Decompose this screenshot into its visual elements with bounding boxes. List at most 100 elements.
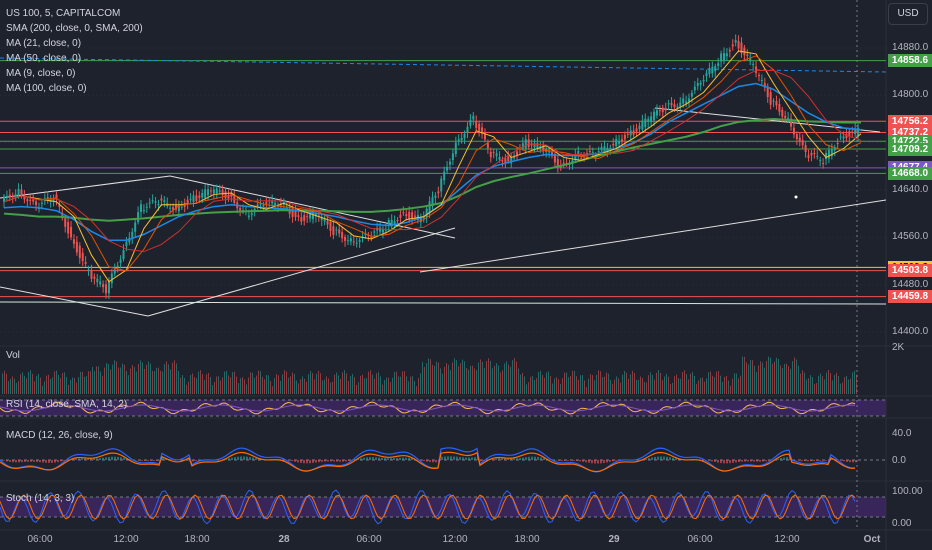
volume-bar: [556, 377, 557, 394]
volume-bar: [686, 373, 687, 394]
candle-body: [702, 79, 705, 82]
volume-bar: [758, 365, 759, 394]
volume-bar: [756, 372, 757, 394]
volume-bar: [342, 372, 343, 394]
candle-body: [705, 72, 708, 77]
macd-hist-bar: [501, 458, 503, 460]
indicator-ma9[interactable]: MA (9, close, 0): [6, 68, 76, 79]
volume-bar: [202, 374, 203, 394]
macd-hist-bar: [741, 460, 743, 462]
currency-button[interactable]: USD: [888, 3, 928, 25]
candle-body: [475, 121, 478, 128]
candle-body: [419, 216, 422, 223]
candle-body: [341, 232, 344, 239]
candle-body: [481, 127, 484, 134]
candle-body: [510, 157, 513, 164]
volume-bar: [432, 364, 433, 394]
volume-bar: [746, 362, 747, 394]
indicator-ma50[interactable]: MA (50, close, 0): [6, 53, 82, 64]
macd-hist-bar: [672, 457, 674, 460]
macd-hist-bar: [306, 460, 308, 464]
macd-hist-bar: [147, 460, 149, 461]
candle-body: [655, 110, 658, 116]
volume-bar: [434, 365, 435, 394]
volume-bar: [672, 382, 673, 394]
candle-body: [326, 220, 329, 225]
indicator-ma100[interactable]: MA (100, close, 0): [6, 83, 87, 94]
volume-bar: [462, 359, 463, 394]
candle-body: [174, 204, 177, 210]
price-level-tag: 14503.8: [888, 264, 932, 278]
macd-hist-bar: [396, 457, 398, 460]
volume-bar: [728, 380, 729, 394]
candle-body: [145, 206, 148, 208]
macd-hist-bar: [657, 456, 659, 460]
volume-bar: [188, 381, 189, 394]
macd-hist-bar: [471, 457, 473, 460]
candle-body: [641, 120, 644, 130]
candle-body: [209, 190, 212, 192]
indicator-ma21[interactable]: MA (21, close, 0): [6, 38, 82, 49]
volume-bar: [682, 372, 683, 394]
volume-bar: [134, 367, 135, 394]
volume-bar: [42, 385, 43, 394]
macd-hist-bar: [666, 456, 668, 460]
volume-bar: [78, 377, 79, 394]
volume-bar: [694, 375, 695, 394]
candle-body: [323, 219, 326, 222]
candle-body: [728, 49, 731, 52]
macd-hist-bar: [564, 460, 566, 461]
volume-bar: [588, 378, 589, 394]
macd-hist-bar: [426, 460, 428, 462]
volume-bar: [368, 371, 369, 394]
macd-hist-bar: [255, 458, 257, 460]
volume-bar: [242, 377, 243, 394]
macd-hist-bar: [507, 458, 509, 460]
volume-bar: [730, 385, 731, 394]
volume-bar: [796, 359, 797, 394]
candle-body: [551, 152, 554, 157]
volume-bar: [510, 366, 511, 394]
volume-bar: [358, 382, 359, 394]
candle-body: [440, 178, 443, 192]
volume-bar: [484, 368, 485, 394]
candle-body: [274, 202, 277, 207]
volume-bar: [524, 376, 525, 394]
candle-body: [373, 231, 376, 233]
candle-body: [291, 208, 294, 217]
volume-bar: [528, 382, 529, 394]
volume-bar: [450, 370, 451, 394]
trend-line-3: [147, 227, 456, 317]
candle-body: [151, 200, 154, 202]
candle-body: [172, 207, 175, 211]
volume-bar: [624, 370, 625, 394]
volume-bar: [228, 375, 229, 394]
volume-bar: [852, 372, 853, 394]
volume-bar: [790, 368, 791, 394]
volume-bar: [542, 375, 543, 394]
volume-bar: [332, 381, 333, 394]
volume-bar: [62, 372, 63, 394]
volume-bar: [10, 379, 11, 394]
volume-bar: [36, 375, 37, 394]
trend-line-5: [0, 301, 887, 305]
candle-body: [603, 146, 606, 152]
volume-bar: [254, 377, 255, 394]
candle-body: [845, 134, 848, 139]
candle-body: [134, 222, 137, 232]
macd-hist-bar: [531, 456, 533, 460]
macd-hist-bar: [732, 460, 734, 463]
candle-body: [775, 101, 778, 106]
volume-bar: [418, 378, 419, 394]
candle-body: [667, 103, 670, 105]
volume-bar: [30, 370, 31, 394]
volume-bar: [406, 376, 407, 394]
macd-hist-bar: [312, 460, 314, 463]
indicator-sma200[interactable]: SMA (200, close, 0, SMA, 200): [6, 23, 143, 34]
volume-bar: [714, 377, 715, 394]
candle-body: [489, 151, 492, 158]
volume-bar: [442, 373, 443, 394]
volume-bar: [386, 377, 387, 394]
candle-body: [448, 161, 451, 165]
